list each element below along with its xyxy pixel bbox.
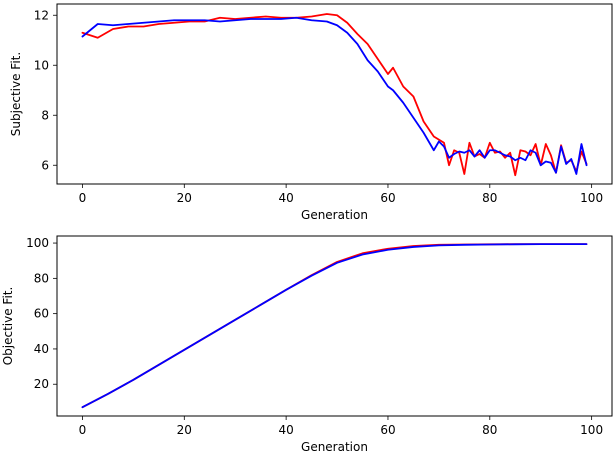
series-line-blue: [81, 16, 588, 175]
x-axis-label: Generation: [301, 208, 368, 222]
x-tick-label: 60: [380, 191, 395, 205]
x-tick-label: 20: [177, 191, 192, 205]
objective-fitness-chart: 0 20 40 60 80 100 20 40 60 80 100 Generation Objecti…: [1, 235, 613, 454]
y-tick-label: 40: [34, 342, 49, 356]
x-tick-label: 20: [177, 423, 192, 437]
x-tick-label: 80: [482, 191, 497, 205]
x-tick-label: 80: [482, 423, 497, 437]
y-tick-label: 8: [41, 108, 49, 122]
x-tick-label: 100: [580, 191, 603, 205]
series-line-red: [81, 13, 588, 177]
x-tick-label: 40: [278, 191, 293, 205]
y-axis-label: Subjective Fit.: [9, 52, 23, 136]
y-tick-label: 100: [26, 236, 49, 250]
y-tick-label: 80: [34, 271, 49, 285]
plot-frame: [56, 235, 613, 417]
subjective-fitness-chart: 0 20 40 60 80 100 6 8 10 12 Generation Subjective F…: [9, 3, 613, 222]
y-tick-label: 6: [41, 158, 49, 172]
plot-frame: [56, 3, 613, 185]
x-tick-label: 40: [278, 423, 293, 437]
y-tick-label: 20: [34, 377, 49, 391]
x-tick-label: 100: [580, 423, 603, 437]
x-tick-label: 60: [380, 423, 395, 437]
x-axis-label: Generation: [301, 440, 368, 454]
series-line-blue: [81, 243, 588, 409]
y-tick-label: 10: [34, 58, 49, 72]
x-tick-label: 0: [79, 423, 87, 437]
x-tick-label: 0: [79, 191, 87, 205]
y-tick-label: 60: [34, 307, 49, 321]
y-axis-label: Objective Fit.: [1, 287, 15, 366]
y-tick-label: 12: [34, 8, 49, 22]
series-line-red: [81, 243, 588, 409]
